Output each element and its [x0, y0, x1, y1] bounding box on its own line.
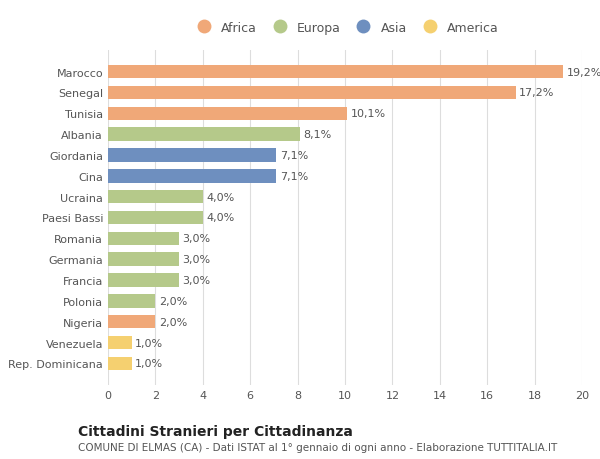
Bar	[108, 66, 563, 79]
Bar	[108, 211, 203, 225]
Text: 17,2%: 17,2%	[519, 88, 554, 98]
Text: 19,2%: 19,2%	[566, 67, 600, 78]
Bar	[108, 107, 347, 121]
Bar	[108, 253, 179, 266]
Text: 10,1%: 10,1%	[351, 109, 386, 119]
Bar	[108, 357, 132, 370]
Bar	[108, 232, 179, 246]
Legend: Africa, Europa, Asia, America: Africa, Europa, Asia, America	[186, 17, 504, 39]
Bar	[108, 170, 276, 183]
Text: 2,0%: 2,0%	[159, 317, 187, 327]
Bar	[108, 274, 179, 287]
Bar	[108, 294, 155, 308]
Text: Cittadini Stranieri per Cittadinanza: Cittadini Stranieri per Cittadinanza	[78, 425, 353, 438]
Text: 3,0%: 3,0%	[182, 275, 211, 285]
Bar	[108, 336, 132, 350]
Bar	[108, 86, 515, 100]
Text: 4,0%: 4,0%	[206, 192, 235, 202]
Text: 4,0%: 4,0%	[206, 213, 235, 223]
Bar	[108, 315, 155, 329]
Text: 7,1%: 7,1%	[280, 172, 308, 181]
Text: 3,0%: 3,0%	[182, 255, 211, 264]
Text: 3,0%: 3,0%	[182, 234, 211, 244]
Text: 7,1%: 7,1%	[280, 151, 308, 161]
Text: 1,0%: 1,0%	[135, 338, 163, 348]
Text: COMUNE DI ELMAS (CA) - Dati ISTAT al 1° gennaio di ogni anno - Elaborazione TUTT: COMUNE DI ELMAS (CA) - Dati ISTAT al 1° …	[78, 442, 557, 452]
Text: 1,0%: 1,0%	[135, 358, 163, 369]
Bar	[108, 149, 276, 162]
Text: 8,1%: 8,1%	[304, 130, 332, 140]
Bar	[108, 128, 300, 142]
Bar	[108, 190, 203, 204]
Text: 2,0%: 2,0%	[159, 296, 187, 306]
